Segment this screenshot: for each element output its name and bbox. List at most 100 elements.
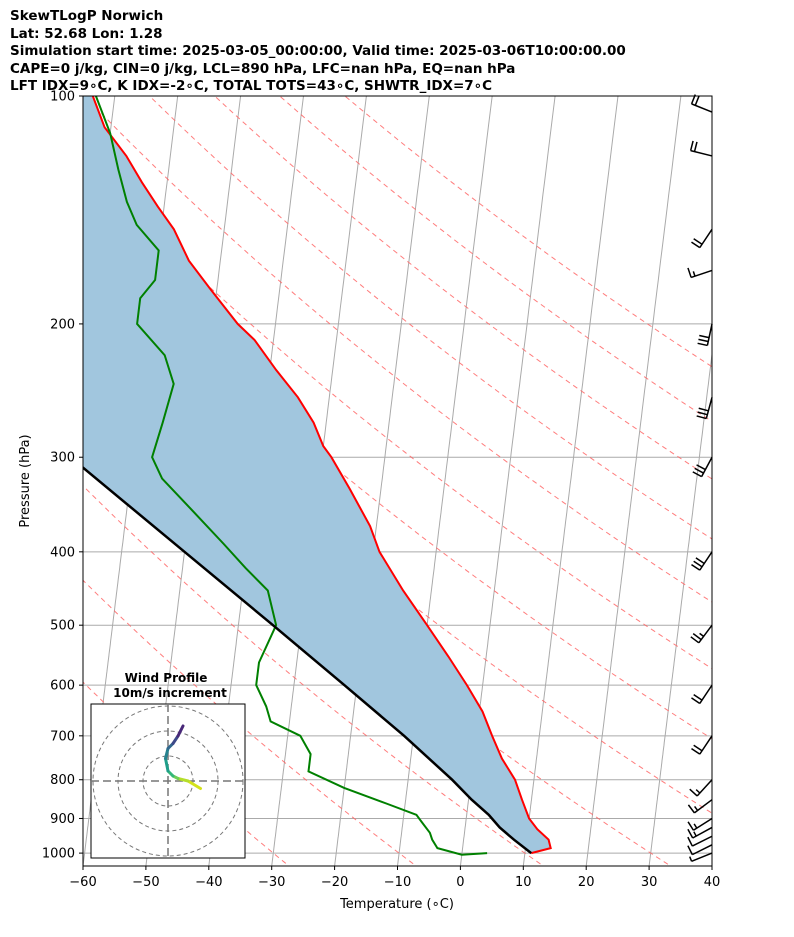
isotherm-line	[775, 79, 794, 869]
wind-barb	[693, 799, 713, 814]
wind-barb-flag	[699, 632, 705, 637]
y-tick-label: 1000	[42, 847, 75, 862]
y-tick-label: 400	[50, 545, 75, 560]
x-tick-label: 20	[578, 875, 595, 890]
y-tick-label: 500	[50, 619, 75, 634]
x-tick-label: 10	[515, 875, 532, 890]
wind-barb-flag	[693, 806, 699, 811]
wind-barb-flag	[687, 828, 694, 839]
dry-adiabat	[278, 96, 712, 423]
dry-adiabat	[148, 96, 712, 540]
wind-barb-flag	[696, 415, 707, 420]
location-line: Lat: 52.68 Lon: 1.28	[10, 25, 163, 42]
dry-adiabat	[83, 485, 545, 866]
isotherm-line	[585, 96, 682, 866]
wind-barb-flag	[693, 693, 703, 701]
wind-barb-flag	[687, 821, 695, 831]
y-tick-label: 600	[50, 679, 75, 694]
wind-barb	[691, 835, 713, 847]
chart-header: SkewTLogP Norwich Lat: 52.68 Lon: 1.28 S…	[10, 8, 626, 96]
wind-barb-flag	[693, 744, 703, 752]
wind-barb-flag	[691, 241, 701, 249]
y-tick-label: 300	[50, 451, 75, 466]
isotherm-line	[334, 96, 430, 866]
wind-barb-flag	[697, 342, 708, 347]
x-tick-label: −30	[258, 875, 285, 890]
wind-barb-flag	[691, 747, 701, 755]
x-tick-label: −40	[195, 875, 222, 890]
hodograph-segment	[171, 734, 180, 745]
wind-barb	[705, 397, 713, 419]
wind-barb-flag	[691, 697, 701, 705]
isotherm-line	[648, 350, 712, 866]
wind-barb	[691, 852, 713, 862]
dry-adiabat	[83, 96, 712, 603]
wind-barb-flag	[689, 788, 698, 797]
y-tick-label: 800	[50, 773, 75, 788]
wind-barb	[691, 103, 713, 113]
wind-barb-flag	[693, 823, 698, 829]
chart-title: SkewTLogP Norwich	[10, 8, 164, 24]
wind-barb-flag	[692, 632, 702, 641]
wind-barb-flag	[693, 560, 703, 568]
x-tick-label: −10	[384, 875, 411, 890]
y-tick-label: 100	[50, 90, 75, 105]
hodograph-segment	[176, 724, 185, 738]
wind-barb	[700, 456, 713, 477]
wind-barb-flag	[691, 563, 701, 571]
wind-barb-flag	[698, 338, 709, 343]
wind-barb-flag	[693, 141, 698, 152]
wind-barb-flag	[694, 467, 704, 474]
axes: −60 −50 −40 −30 −20 −10 0 10 20 30 40 100 200 300 400 5…	[42, 90, 720, 891]
wind-barb-flag	[689, 140, 694, 151]
plot-area	[83, 79, 794, 869]
x-tick-label: 0	[456, 875, 464, 890]
wind-barb-flag	[687, 804, 696, 814]
wind-barb-flag	[695, 789, 701, 794]
hodograph-segment	[186, 779, 202, 790]
wind-barb-flag	[687, 836, 693, 847]
wind-barb-flag	[697, 411, 708, 416]
wind-barb-flag	[687, 845, 693, 855]
isotherm-line	[522, 96, 619, 866]
x-tick-label: −50	[132, 875, 159, 890]
x-tick-label: −20	[321, 875, 348, 890]
isotherm-line	[271, 96, 367, 866]
isotherm-line	[459, 96, 556, 866]
wind-barb-flag	[692, 271, 696, 277]
isotherm-line	[711, 861, 712, 866]
hodograph-inset: Wind Profile 10m/s increment	[90, 671, 246, 859]
wind-barb-flag	[694, 95, 700, 106]
indices-line: LFT IDX=9∘C, K IDX=-2∘C, TOTAL TOTS=43∘C…	[10, 78, 493, 94]
wind-barb	[691, 844, 713, 856]
x-tick-label: 40	[704, 875, 721, 890]
parcel-profile	[83, 466, 532, 855]
hodograph-segment	[164, 747, 170, 760]
dewpoint-profile	[94, 96, 488, 856]
wind-barb-flag	[692, 471, 702, 478]
y-tick-label: 700	[50, 729, 75, 744]
wind-barb-flag	[687, 267, 692, 278]
hodograph-segment	[164, 757, 170, 773]
hodograph-segment	[176, 777, 190, 783]
inset-subtitle: 10m/s increment	[113, 686, 227, 700]
inset-title: Wind Profile	[125, 671, 208, 685]
wind-barb-flag	[689, 856, 693, 862]
wind-barb	[693, 817, 713, 831]
wind-barb-flag	[699, 334, 710, 339]
wind-barb-flag	[696, 464, 706, 471]
x-axis-label: Temperature (∘C)	[339, 897, 454, 912]
dry-adiabat	[83, 163, 712, 670]
y-tick-label: 200	[50, 317, 75, 332]
x-tick-label: 30	[641, 875, 658, 890]
stability-line: CAPE=0 j/kg, CIN=0 j/kg, LCL=890 hPa, LF…	[10, 60, 516, 77]
wind-barb-flag	[690, 636, 700, 644]
temperature-profile	[91, 96, 552, 855]
y-axis-label: Pressure (hPa)	[18, 434, 33, 527]
dry-adiabat	[213, 96, 712, 480]
wind-barb-flag	[693, 831, 697, 837]
wind-barbs	[687, 94, 713, 862]
wind-barb	[706, 323, 713, 346]
wind-barb-flag	[695, 557, 705, 565]
